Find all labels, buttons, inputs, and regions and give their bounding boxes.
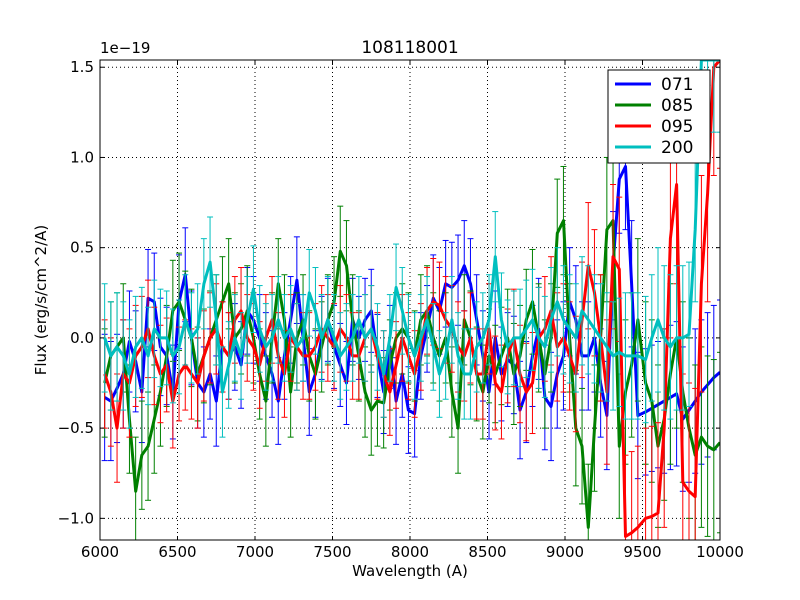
legend-label-200: 200 bbox=[661, 138, 693, 158]
y-tick-label: 1.5 bbox=[70, 58, 94, 76]
x-tick-label: 6500 bbox=[158, 543, 196, 561]
y-axis-label: Flux (erg/s/cm^2/A) bbox=[32, 225, 50, 376]
legend-label-095: 095 bbox=[661, 117, 693, 137]
y-tick-label: 0.5 bbox=[70, 239, 94, 257]
y-tick-label: 1.0 bbox=[70, 148, 94, 166]
x-tick-label: 10000 bbox=[696, 543, 744, 561]
chart-title: 108118001 bbox=[361, 38, 458, 58]
legend-label-071: 071 bbox=[661, 75, 693, 95]
x-tick-label: 7000 bbox=[236, 543, 274, 561]
y-tick-label: −0.5 bbox=[58, 419, 94, 437]
series-line-200 bbox=[103, 60, 720, 394]
y-tick-label: −1.0 bbox=[58, 509, 94, 527]
plot-area bbox=[101, 60, 720, 540]
x-tick-label: 7500 bbox=[313, 543, 351, 561]
y-offset-text: 1e−19 bbox=[100, 39, 150, 57]
axes-ticks: 6000 6500 7000 7500 8000 8500 9000 9500 10000 −1.… bbox=[58, 58, 744, 561]
legend-label-085: 085 bbox=[661, 96, 693, 116]
x-tick-label: 6000 bbox=[81, 543, 119, 561]
series-line-095 bbox=[103, 60, 720, 538]
y-tick-label: 0.0 bbox=[70, 329, 94, 347]
series-line-071 bbox=[103, 165, 720, 421]
x-tick-label: 8500 bbox=[468, 543, 506, 561]
x-axis-label: Wavelength (A) bbox=[352, 562, 468, 580]
x-tick-label: 8000 bbox=[391, 543, 429, 561]
x-tick-label: 9000 bbox=[546, 543, 584, 561]
x-tick-label: 9500 bbox=[623, 543, 661, 561]
